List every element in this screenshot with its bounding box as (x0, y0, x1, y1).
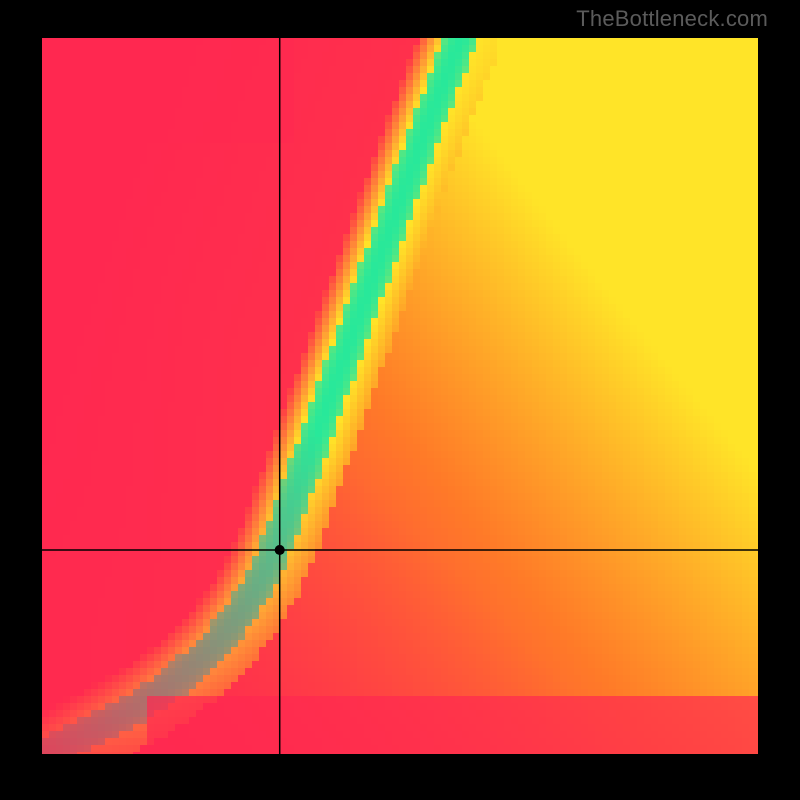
watermark-text: TheBottleneck.com (576, 6, 768, 32)
bottleneck-heatmap (0, 0, 800, 800)
chart-container: TheBottleneck.com (0, 0, 800, 800)
